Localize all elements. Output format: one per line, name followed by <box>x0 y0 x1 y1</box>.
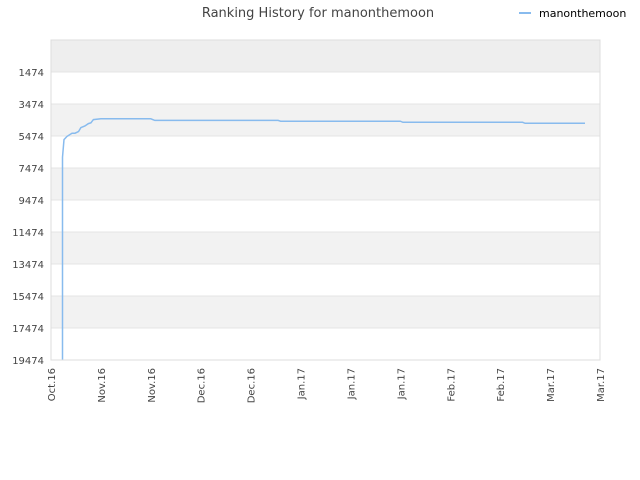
series-line <box>61 118 585 360</box>
x-axis: Oct.16 Nov.16 Nov.16 Dec.16 Dec.16 Jan.17 Jan.… <box>47 368 607 403</box>
y-tick-label: 17474 <box>12 324 44 335</box>
x-tick-label: Oct.16 <box>47 368 58 401</box>
x-tick-label: Jan.17 <box>346 368 357 400</box>
x-tick-label: Feb.17 <box>496 368 507 402</box>
y-tick-label: 13474 <box>12 260 44 271</box>
y-tick-label: 7474 <box>19 164 44 175</box>
x-tick-label: Jan.17 <box>297 368 308 400</box>
x-tick-label: Feb.17 <box>446 368 457 402</box>
y-tick-label: 15474 <box>12 292 44 303</box>
x-tick-label: Nov.16 <box>147 368 158 403</box>
y-axis: 1474 3474 5474 7474 9474 11474 13474 15474 17474… <box>12 68 44 367</box>
grid-band <box>51 104 600 136</box>
x-tick-label: Mar.17 <box>546 368 557 402</box>
legend-label: manonthemoon <box>539 7 626 20</box>
x-tick-label: Nov.16 <box>97 368 108 403</box>
grid-band <box>51 40 600 72</box>
x-tick-label: Dec.16 <box>247 368 258 403</box>
x-tick-label: Jan.17 <box>396 368 407 400</box>
series-layer <box>61 118 585 360</box>
y-tick-label: 11474 <box>12 228 44 239</box>
grid-band <box>51 168 600 200</box>
y-tick-label: 5474 <box>19 132 44 143</box>
legend: manonthemoon <box>519 7 626 20</box>
y-tick-label: 19474 <box>12 356 44 367</box>
plot-bands <box>51 40 600 328</box>
y-tick-label: 3474 <box>19 100 44 111</box>
y-tick-label: 9474 <box>19 196 44 207</box>
grid-band <box>51 232 600 264</box>
chart-title: Ranking History for manonthemoon <box>202 6 434 21</box>
grid-band <box>51 296 600 328</box>
x-tick-label: Mar.17 <box>596 368 607 402</box>
plot-frame <box>50 39 601 361</box>
y-tick-label: 1474 <box>19 68 44 79</box>
x-tick-label: Dec.16 <box>197 368 208 403</box>
